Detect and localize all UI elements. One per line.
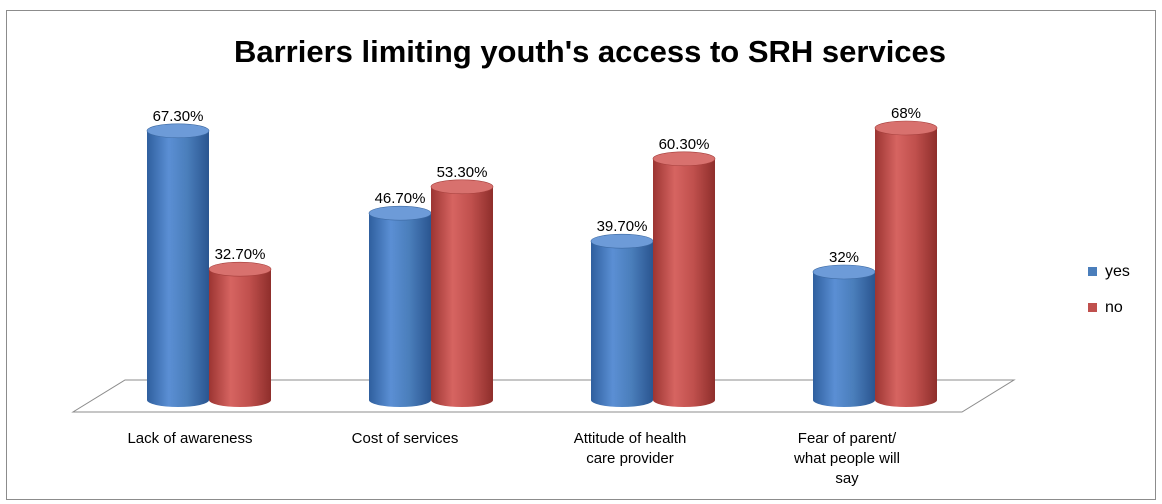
data-label-yes-3: 39.70% [597, 218, 648, 235]
data-label-no-2: 53.30% [437, 164, 488, 181]
bar-yes-2 [368, 205, 432, 407]
bar-no-3 [652, 151, 716, 407]
data-label-no-3: 60.30% [659, 136, 710, 153]
data-label-no-4: 68% [891, 105, 921, 122]
legend-swatch-yes [1088, 267, 1097, 276]
data-label-yes-4: 32% [829, 249, 859, 266]
data-labels-group: 67.30% 32.70% 46.70% 53.30% 39.70% 60.30% 32% 6… [153, 105, 921, 266]
data-label-yes-1: 67.30% [153, 108, 204, 125]
category-label-3: Attitude of health care provider [574, 430, 687, 467]
bar-no-2 [430, 179, 494, 407]
bar-yes-1 [146, 123, 210, 408]
chart-title: Barriers limiting youth's access to SRH … [234, 34, 946, 69]
category-label-1: Lack of awareness [127, 430, 252, 447]
bar-no-4 [874, 120, 938, 407]
legend: yes no [1088, 263, 1130, 316]
floor-plane [71, 379, 1016, 413]
bar-yes-4 [812, 264, 876, 407]
data-label-yes-2: 46.70% [375, 190, 426, 207]
category-label-2: Cost of services [352, 430, 459, 447]
legend-label-no: no [1105, 299, 1123, 316]
bar-no-1 [208, 261, 272, 407]
legend-label-yes: yes [1105, 263, 1130, 280]
category-label-4: Fear of parent/what people will say [793, 430, 900, 487]
data-label-no-1: 32.70% [215, 246, 266, 263]
legend-swatch-no [1088, 303, 1097, 312]
bar-yes-3 [590, 233, 654, 407]
chart-floor [71, 379, 1016, 413]
category-labels-group: Lack of awareness Cost of services Attitud… [127, 430, 899, 487]
bars-group [146, 120, 938, 408]
